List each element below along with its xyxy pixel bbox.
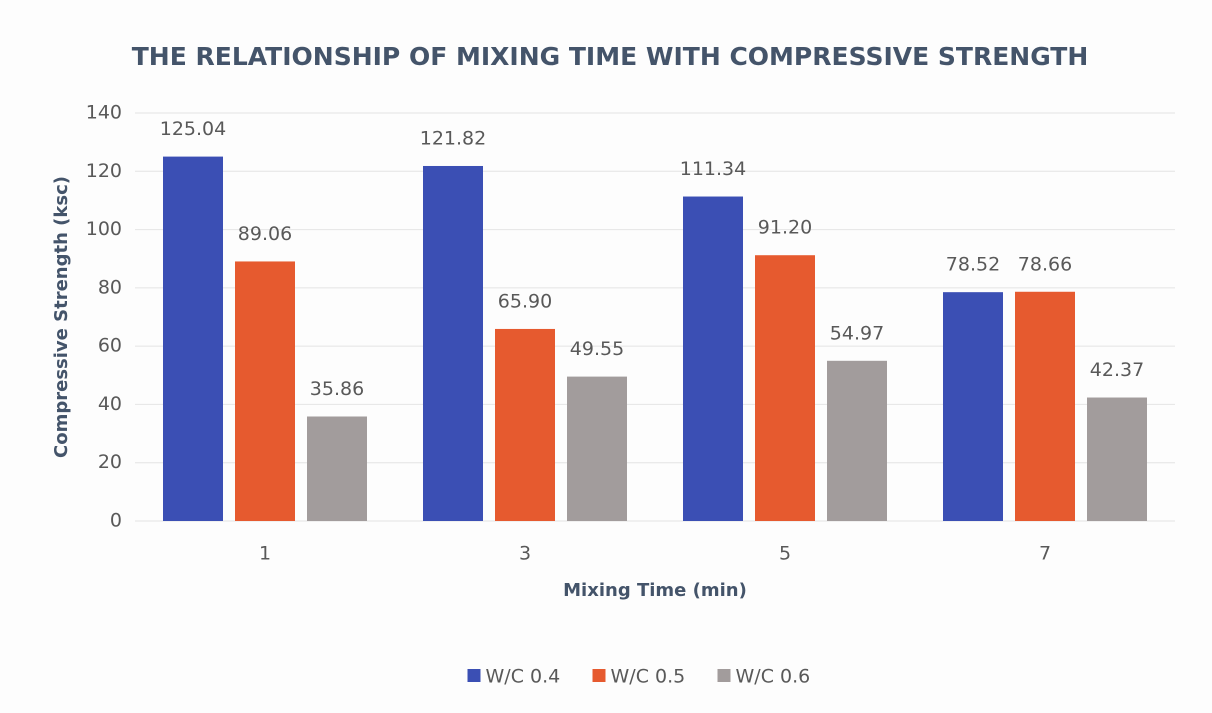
value-label: 91.20	[758, 217, 812, 239]
value-label: 78.52	[946, 254, 1000, 276]
bar	[755, 255, 815, 521]
legend-swatch	[592, 669, 606, 682]
y-tick-label: 80	[98, 276, 122, 298]
legend-swatch	[717, 669, 731, 682]
value-label: 121.82	[420, 127, 486, 149]
y-axis-label: Compressive Strength (ksc)	[51, 176, 72, 458]
bar	[1087, 397, 1147, 521]
x-tick-label: 5	[779, 543, 791, 565]
legend-swatch	[467, 669, 481, 682]
bar	[1015, 291, 1075, 521]
value-label: 78.66	[1018, 253, 1072, 275]
bar	[683, 196, 743, 521]
bar	[235, 261, 295, 521]
chart-title: THE RELATIONSHIP OF MIXING TIME WITH COM…	[132, 42, 1089, 71]
x-tick-label: 1	[259, 543, 271, 565]
value-label: 89.06	[238, 223, 292, 245]
value-label: 65.90	[498, 290, 552, 312]
bar	[567, 376, 627, 521]
bar	[495, 328, 555, 521]
bar	[827, 360, 887, 521]
y-tick-label: 120	[86, 160, 122, 182]
y-tick-label: 0	[110, 510, 122, 532]
y-tick-label: 100	[86, 218, 122, 240]
bar	[163, 156, 223, 521]
bar	[307, 416, 367, 521]
value-label: 54.97	[830, 322, 884, 344]
bar	[423, 165, 483, 521]
y-tick-label: 40	[98, 393, 122, 415]
y-tick-label: 140	[86, 102, 122, 124]
x-tick-label: 3	[519, 543, 531, 565]
value-label: 35.86	[310, 378, 364, 400]
legend-label: W/C 0.4	[486, 666, 561, 688]
value-label: 125.04	[160, 118, 226, 140]
legend-label: W/C 0.5	[611, 666, 686, 688]
value-label: 111.34	[680, 158, 746, 180]
x-axis-label: Mixing Time (min)	[563, 580, 747, 601]
legend-label: W/C 0.6	[736, 666, 811, 688]
value-label: 42.37	[1090, 359, 1144, 381]
x-tick-label: 7	[1039, 543, 1051, 565]
y-tick-label: 20	[98, 451, 122, 473]
bar	[943, 292, 1003, 521]
y-tick-label: 60	[98, 335, 122, 357]
value-label: 49.55	[570, 338, 624, 360]
